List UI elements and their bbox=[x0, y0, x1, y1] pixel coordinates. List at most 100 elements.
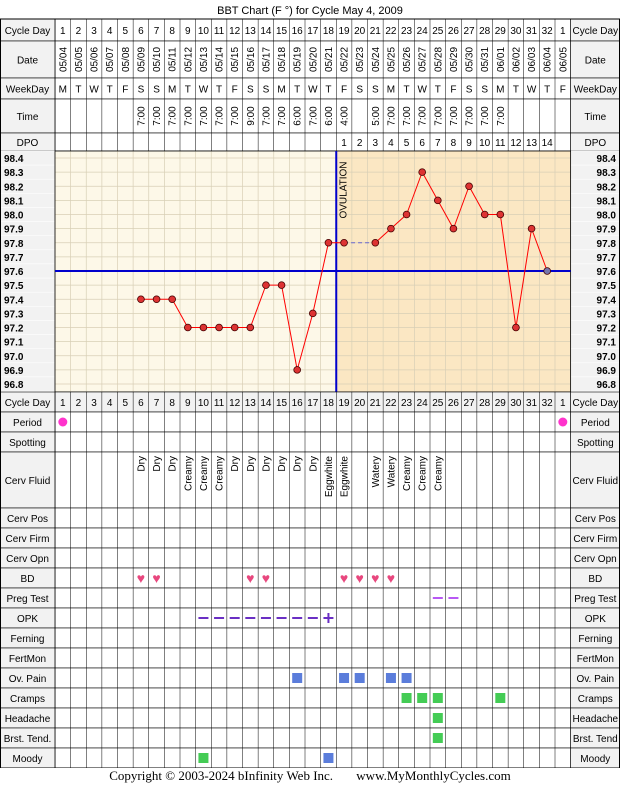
cycle_day-cell: 2 bbox=[76, 26, 82, 37]
cycle_day-cell: 19 bbox=[339, 26, 351, 37]
cycle_day-cell: 12 bbox=[229, 26, 241, 37]
row-label-right-moody-bottom bbox=[570, 747, 620, 768]
cycle_day-cell: 4 bbox=[107, 26, 113, 37]
temp-point bbox=[168, 295, 176, 304]
y-tick-label-right: 98.3 bbox=[597, 168, 617, 179]
row-label-dpo: DPO bbox=[17, 138, 39, 149]
row-preg_test-bottom bbox=[54, 587, 571, 609]
cycle_day-cell: 1 bbox=[60, 26, 66, 37]
time-cell: 9:00 bbox=[246, 106, 257, 126]
weekday-cell: W bbox=[527, 85, 537, 96]
temp-segment bbox=[312, 242, 329, 314]
cerv-fluid-cell: Creamy bbox=[433, 456, 444, 491]
cycle_day-cell: 30 bbox=[510, 26, 522, 37]
cerv-fluid-cell: Creamy bbox=[183, 456, 194, 491]
cerv-fluid-cell: Dry bbox=[136, 456, 147, 472]
row-fertmon-bottom bbox=[54, 647, 571, 669]
dpo-cell: 5 bbox=[404, 138, 410, 149]
row-label-right-text-cerv_opn-bottom: Cerv Opn bbox=[574, 554, 617, 565]
date-cell: 05/12 bbox=[183, 47, 194, 72]
cycle_day-cell: 1 bbox=[560, 26, 566, 37]
weekday-cell: S bbox=[356, 85, 363, 96]
cycle-day-cell-bottom: 9 bbox=[185, 398, 191, 409]
row-label-right-text-dpo: DPO bbox=[584, 138, 606, 149]
row-label-brst_tend-bottom: Brst. Tend. bbox=[4, 734, 52, 745]
time-cell: 7:00 bbox=[386, 106, 397, 126]
temp-point bbox=[543, 267, 551, 275]
cycle_day-cell: 24 bbox=[417, 26, 429, 37]
y-tick-label-left: 97.1 bbox=[4, 338, 24, 349]
title-bar bbox=[0, 0, 620, 19]
cycle_day-cell: 13 bbox=[245, 26, 257, 37]
date-cell: 05/27 bbox=[418, 47, 429, 72]
date-cell: 06/02 bbox=[511, 47, 522, 72]
temp-point bbox=[527, 224, 536, 233]
weekday-cell: F bbox=[450, 85, 456, 96]
weekday-cell: S bbox=[263, 85, 270, 96]
row-cerv_fluid-bottom bbox=[54, 451, 571, 509]
cycle-day-cell-bottom: 2 bbox=[76, 398, 82, 409]
row-cramps-bottom bbox=[54, 687, 571, 709]
row-brst_tend-bottom bbox=[54, 727, 571, 749]
y-tick-label-right: 97.8 bbox=[597, 239, 617, 250]
cycle_day-cell: 26 bbox=[448, 26, 460, 37]
weekday-cell: T bbox=[435, 85, 441, 96]
ovulation-label: OVULATION bbox=[338, 161, 349, 218]
cramps-mark bbox=[495, 693, 506, 703]
cycle-day-cell-bottom: 30 bbox=[510, 398, 522, 409]
dpo-cell: 3 bbox=[373, 138, 379, 149]
row-label-headache-bottom: Headache bbox=[5, 714, 51, 725]
weekday-cell: T bbox=[75, 85, 81, 96]
bd-heart-icon: ♥ bbox=[137, 570, 145, 586]
dpo-cell: 7 bbox=[435, 138, 441, 149]
time-cell: 7:00 bbox=[261, 106, 272, 126]
weekday-cell: F bbox=[232, 85, 238, 96]
row-cerv_opn-bottom bbox=[54, 547, 571, 569]
cycle_day-cell: 28 bbox=[479, 26, 491, 37]
row-label-period-bottom: Period bbox=[13, 418, 42, 429]
weekday-cell: T bbox=[107, 85, 113, 96]
weekday-cell: F bbox=[560, 85, 566, 96]
y-tick-label-left: 98.3 bbox=[4, 168, 24, 179]
date-cell: 05/20 bbox=[308, 47, 319, 72]
website-link[interactable]: www.MyMonthlyCycles.com bbox=[356, 768, 511, 783]
temp-segment bbox=[421, 171, 439, 201]
cycle-day-cell-bottom: 12 bbox=[229, 398, 241, 409]
time-cell: 7:00 bbox=[152, 106, 163, 126]
cycle_day-cell: 27 bbox=[464, 26, 476, 37]
cycle-day-cell-bottom: 5 bbox=[123, 398, 129, 409]
date-cell: 05/09 bbox=[136, 47, 147, 72]
row-label-right-text-fertmon-bottom: FertMon bbox=[577, 654, 614, 665]
y-tick-label-left: 98.0 bbox=[4, 211, 24, 222]
temp-segment bbox=[499, 214, 517, 328]
cerv-fluid-cell: Creamy bbox=[215, 456, 226, 491]
cerv-fluid-cell: Dry bbox=[168, 456, 179, 472]
row-cerv_pos-bottom bbox=[54, 507, 571, 529]
ov-pain-mark bbox=[354, 673, 365, 683]
bbt-chart: BBT Chart (F °) for Cycle May 4, 2009 Cyc… bbox=[0, 0, 620, 768]
y-tick-label-right: 97.2 bbox=[597, 324, 617, 335]
weekday-cell: S bbox=[247, 85, 254, 96]
weekday-cell: T bbox=[544, 85, 550, 96]
row-label-right-text-spotting-bottom: Spotting bbox=[577, 438, 614, 449]
temp-segment bbox=[515, 228, 533, 328]
y-tick-label-left: 97.7 bbox=[4, 253, 24, 264]
temp-point bbox=[309, 309, 317, 318]
row-label-fertmon-bottom: FertMon bbox=[9, 654, 46, 665]
ov-pain-mark bbox=[385, 673, 396, 683]
row-label-opk-bottom: OPK bbox=[17, 614, 38, 625]
moody-mark bbox=[198, 753, 209, 763]
y-tick-label-right: 98.2 bbox=[597, 182, 617, 193]
y-tick-label-left: 97.2 bbox=[4, 324, 24, 335]
cycle-day-cell-bottom: 26 bbox=[448, 398, 460, 409]
date-cell: 06/05 bbox=[558, 47, 569, 72]
temp-point bbox=[230, 323, 239, 332]
temp-segment bbox=[406, 171, 423, 215]
date-cell: 05/08 bbox=[121, 47, 132, 72]
bd-heart-icon: ♥ bbox=[371, 570, 379, 586]
dpo-cell: 6 bbox=[419, 138, 425, 149]
row-label-time: Time bbox=[17, 112, 39, 123]
weekday-cell: S bbox=[481, 85, 488, 96]
dpo-cell: 4 bbox=[388, 138, 394, 149]
cerv-fluid-cell: Dry bbox=[152, 456, 163, 472]
